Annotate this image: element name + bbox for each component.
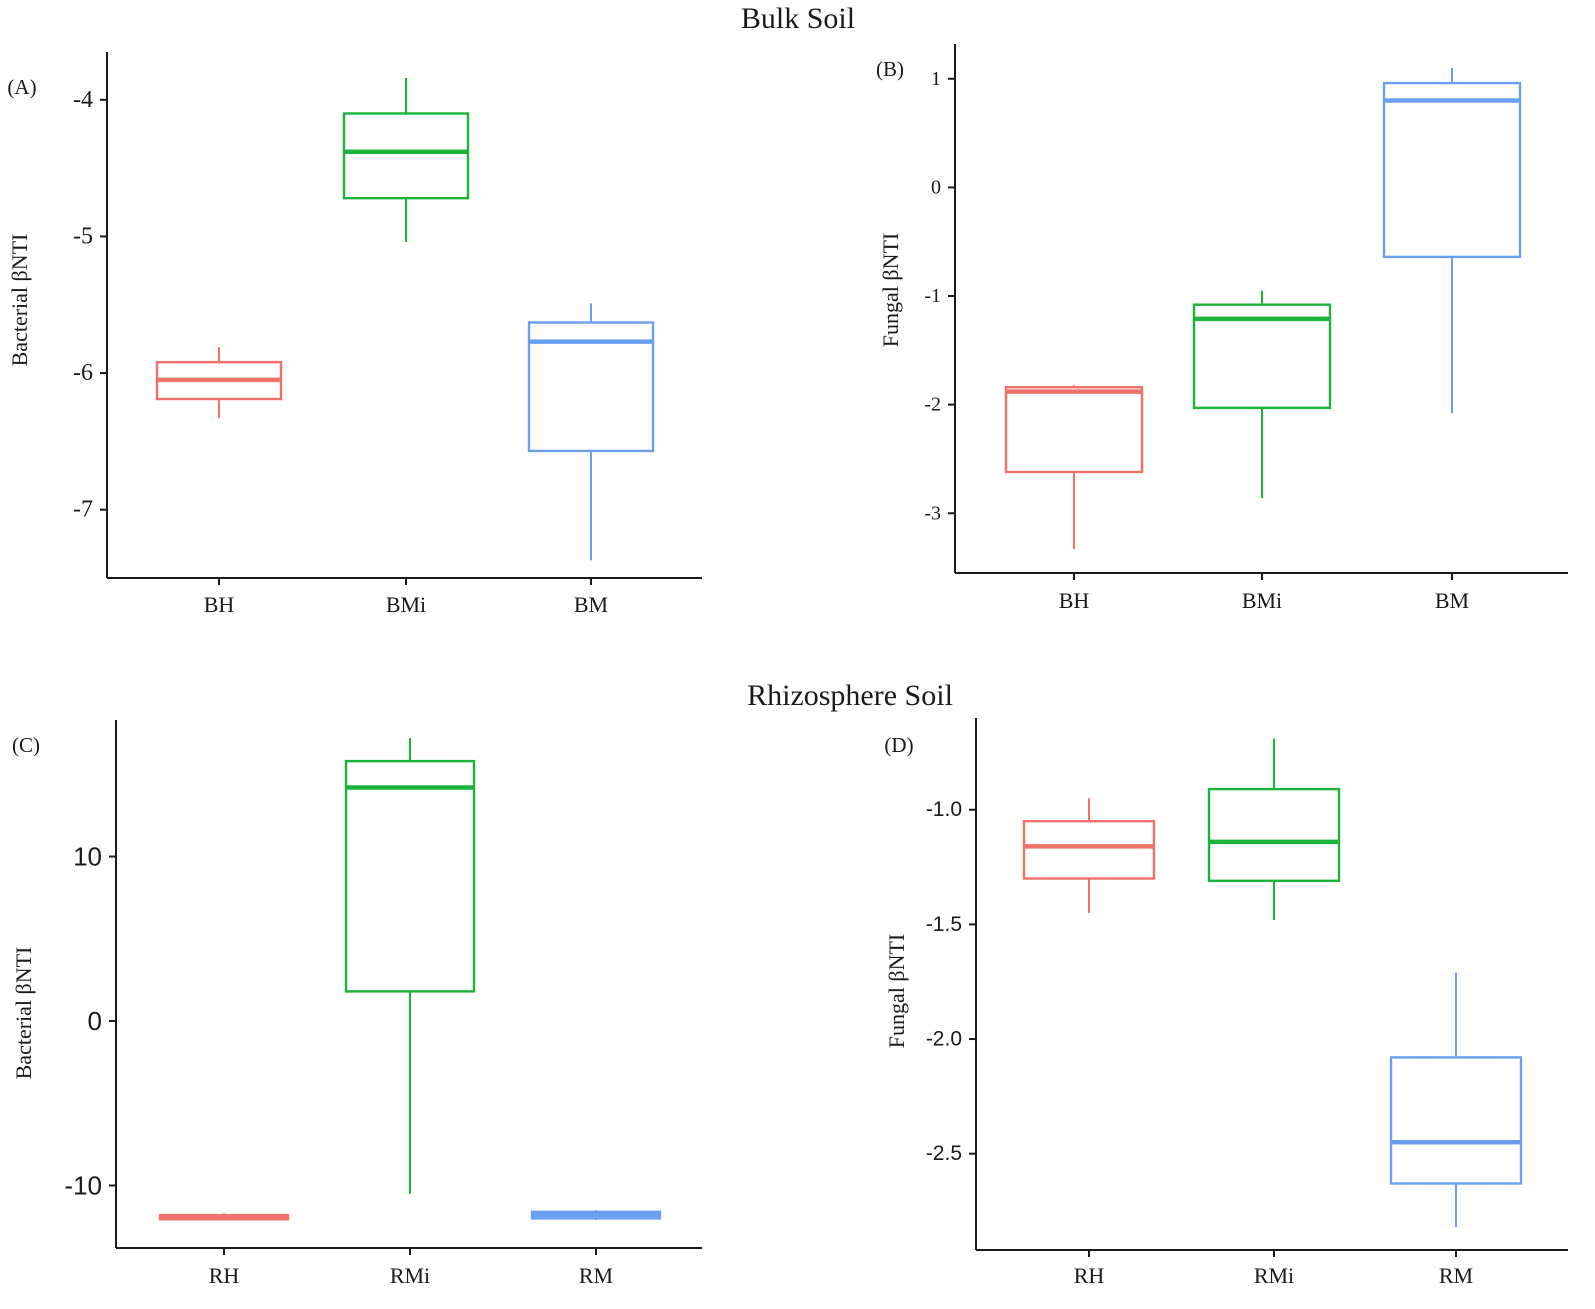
box-RMi (344, 738, 476, 1194)
box-BMi (342, 77, 470, 242)
y-tick-label: -2.5 (926, 1142, 962, 1165)
box-iqr (527, 321, 655, 453)
y-axis-label: Fungal βNTI (884, 934, 909, 1048)
y-tick-label: 0 (931, 176, 941, 198)
box-iqr (1192, 303, 1332, 410)
box-RM (530, 1210, 662, 1221)
title-bulk-soil: Bulk Soil (741, 2, 855, 35)
panel-label: (C) (12, 733, 40, 757)
box-iqr (344, 759, 476, 993)
y-tick-label: -1 (924, 285, 941, 307)
panel-d-rhizo-fungal: (D) Fungal βNTI -2.5 -2.0 -1.5 -1.0 RH RMi RM (884, 718, 1568, 1288)
x-tick-label: BM (574, 592, 608, 617)
x-tick-label: RH (1074, 1263, 1105, 1288)
box-iqr (1389, 1056, 1523, 1185)
x-tick-label: BM (1435, 588, 1469, 613)
box-iqr (342, 112, 470, 200)
panel-c-rhizo-bacterial: (C) Bacterial βNTI -10 0 10 RH RMi RM (11, 720, 702, 1288)
y-tick-label: -3 (924, 502, 941, 524)
y-tick-label: -10 (64, 1170, 102, 1200)
box-BM (1382, 67, 1522, 414)
y-tick-label: -1.0 (926, 798, 962, 821)
box-RMi (1207, 738, 1341, 920)
x-tick-label: RMi (1254, 1263, 1294, 1288)
y-axis-label: Bacterial βNTI (11, 947, 36, 1080)
panel-b-bulk-fungal: (B) Fungal βNTI -3 -2 -1 0 1 BH BMi BM (876, 44, 1568, 613)
box-BMi (1192, 290, 1332, 499)
x-tick-label: RH (209, 1263, 240, 1288)
y-tick-label: 0 (88, 1006, 102, 1036)
y-axis-label: Bacterial βNTI (7, 234, 32, 367)
x-tick-label: BMi (386, 592, 426, 617)
panel-label: (D) (884, 733, 913, 757)
box-iqr (1207, 787, 1341, 883)
y-tick-label: -4 (73, 87, 93, 113)
box-RH (158, 1213, 290, 1221)
box-BH (1004, 385, 1144, 550)
panel-label: (A) (7, 75, 36, 99)
y-tick-label: -7 (73, 497, 93, 523)
y-tick-label: -5 (73, 223, 93, 249)
y-tick-label: 1 (931, 68, 941, 90)
title-rhizosphere-soil: Rhizosphere Soil (747, 679, 953, 712)
box-BM (527, 303, 655, 561)
box-RH (1022, 798, 1156, 913)
box-iqr (1382, 81, 1522, 259)
y-tick-label: -2 (924, 394, 941, 416)
x-tick-label: RMi (390, 1263, 430, 1288)
x-tick-label: BMi (1242, 588, 1282, 613)
y-tick-label: -1.5 (926, 913, 962, 936)
y-tick-label: -6 (73, 360, 93, 386)
x-tick-label: RM (1439, 1263, 1473, 1288)
y-axis-label: Fungal βNTI (878, 233, 903, 347)
x-tick-label: BH (204, 592, 235, 617)
panel-a-bulk-bacterial: (A) Bacterial βNTI -7 -6 -5 -4 BH BMi BM (7, 52, 702, 617)
y-tick-label: 10 (73, 842, 102, 872)
box-RM (1389, 972, 1523, 1228)
x-tick-label: RM (579, 1263, 613, 1288)
panel-label: (B) (876, 57, 904, 81)
box-iqr (1004, 386, 1144, 474)
x-tick-label: BH (1059, 588, 1090, 613)
box-iqr (1022, 819, 1156, 880)
box-BH (155, 347, 283, 419)
y-tick-label: -2.0 (926, 1028, 962, 1051)
